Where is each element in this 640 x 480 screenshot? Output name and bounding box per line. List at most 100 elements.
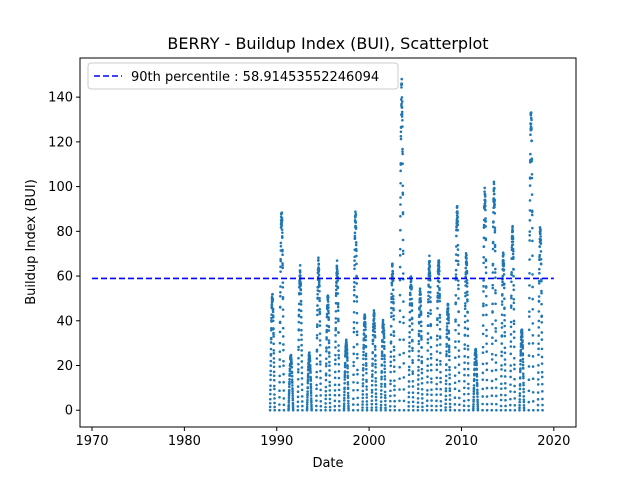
- scatter-point: [527, 365, 531, 368]
- scatter-point: [482, 261, 485, 265]
- scatter-point: [318, 343, 322, 347]
- scatter-point: [454, 259, 458, 262]
- scatter-point: [493, 198, 496, 202]
- scatter-point: [531, 254, 534, 258]
- scatter-point: [435, 363, 439, 367]
- scatter-point: [318, 324, 322, 327]
- scatter-point: [343, 393, 346, 397]
- scatter-point: [453, 408, 457, 412]
- scatter-point: [289, 353, 293, 357]
- scatter-point: [499, 393, 503, 397]
- scatter-point: [326, 295, 330, 299]
- scatter-point: [337, 319, 340, 323]
- scatter-point: [409, 293, 412, 297]
- scatter-point: [458, 396, 461, 400]
- scatter-point: [491, 286, 495, 290]
- y-tick-label: 40: [56, 314, 73, 329]
- scatter-point: [371, 338, 375, 342]
- scatter-point: [355, 330, 359, 334]
- scatter-point: [315, 404, 318, 408]
- scatter-point: [476, 398, 479, 402]
- scatter-point: [407, 380, 411, 383]
- scatter-point: [474, 347, 478, 351]
- scatter-point: [536, 408, 540, 412]
- scatter-point: [306, 392, 309, 396]
- scatter-point: [417, 342, 421, 346]
- scatter-point: [334, 317, 338, 320]
- scatter-point: [398, 338, 402, 341]
- scatter-point: [429, 345, 433, 349]
- scatter-point: [365, 406, 369, 409]
- scatter-point: [465, 261, 469, 265]
- scatter-point: [356, 408, 360, 412]
- scatter-point: [528, 239, 531, 242]
- scatter-point: [279, 270, 282, 273]
- scatter-point: [310, 408, 313, 412]
- scatter-point: [500, 368, 503, 371]
- scatter-point: [475, 359, 478, 362]
- scatter-point: [437, 269, 441, 273]
- scatter-point: [509, 352, 513, 356]
- scatter-point: [454, 273, 458, 276]
- scatter-point: [365, 385, 368, 388]
- scatter-point: [417, 322, 421, 325]
- scatter-point: [472, 386, 476, 390]
- scatter-point: [337, 362, 341, 366]
- scatter-point: [465, 285, 469, 288]
- scatter-point: [347, 399, 350, 403]
- scatter-point: [298, 264, 302, 267]
- scatter-point: [365, 408, 369, 412]
- scatter-point: [354, 210, 357, 214]
- scatter-point: [539, 250, 543, 253]
- scatter-point: [327, 351, 331, 355]
- scatter-point: [490, 402, 494, 406]
- scatter-point: [388, 404, 392, 408]
- scatter-point: [315, 383, 318, 387]
- scatter-point: [380, 385, 383, 388]
- scatter-point: [334, 353, 337, 357]
- scatter-point: [299, 299, 303, 303]
- scatter-point: [401, 152, 404, 156]
- scatter-point: [513, 377, 516, 381]
- scatter-point: [421, 408, 424, 412]
- scatter-point: [419, 293, 422, 296]
- scatter-point: [428, 272, 432, 276]
- scatter-point: [500, 321, 504, 325]
- scatter-point: [398, 320, 402, 324]
- scatter-point: [297, 308, 301, 312]
- scatter-point: [287, 401, 291, 404]
- scatter-point: [364, 357, 368, 361]
- scatter-point: [379, 396, 383, 399]
- scatter-point: [383, 385, 387, 388]
- scatter-point: [426, 332, 430, 335]
- scatter-point: [435, 393, 438, 396]
- scatter-point: [499, 404, 503, 408]
- scatter-point: [462, 392, 466, 396]
- scatter-point: [485, 368, 489, 372]
- scatter-point: [335, 259, 339, 262]
- scatter-point: [448, 358, 451, 362]
- scatter-point: [346, 374, 350, 378]
- scatter-point: [429, 285, 432, 289]
- scatter-point: [400, 96, 404, 99]
- scatter-point: [327, 339, 331, 342]
- scatter-point: [300, 343, 303, 347]
- scatter-point: [356, 352, 359, 356]
- scatter-point: [281, 231, 284, 234]
- scatter-point: [465, 257, 468, 260]
- scatter-point: [410, 304, 414, 307]
- scatter-point: [299, 309, 303, 313]
- scatter-point: [343, 375, 347, 379]
- scatter-point: [444, 402, 448, 406]
- scatter-point: [541, 390, 544, 393]
- scatter-point: [336, 285, 340, 289]
- scatter-point: [271, 292, 274, 296]
- scatter-point: [317, 262, 321, 266]
- scatter-point: [485, 350, 488, 353]
- scatter-point: [391, 270, 395, 273]
- scatter-point: [343, 378, 347, 381]
- scatter-point: [309, 379, 313, 382]
- scatter-point: [268, 401, 272, 405]
- scatter-point: [476, 400, 479, 404]
- scatter-point: [389, 324, 393, 328]
